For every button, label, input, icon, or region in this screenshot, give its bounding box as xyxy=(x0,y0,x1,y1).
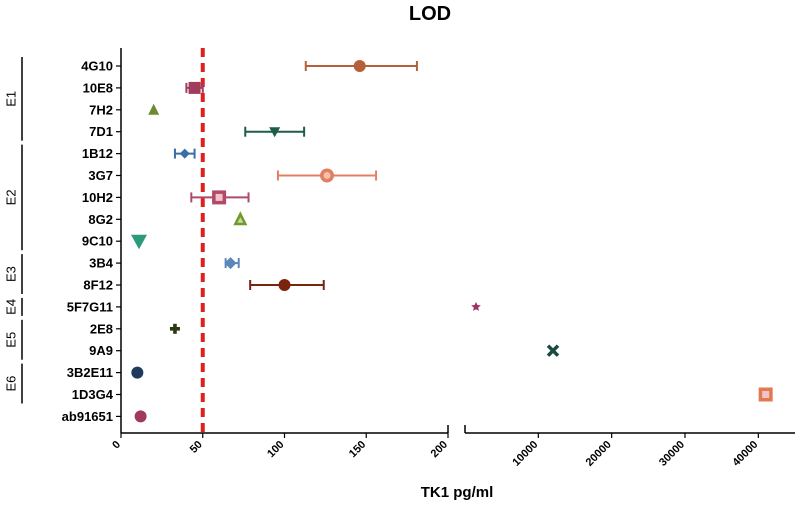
x-tick-label: 30000 xyxy=(657,439,687,469)
data-point-3G7 xyxy=(320,168,335,183)
category-label: 2E8 xyxy=(90,321,113,336)
category-label: 7H2 xyxy=(89,102,113,117)
group-label: E4 xyxy=(3,299,18,315)
x-tick-label: 20000 xyxy=(584,439,614,469)
group-label: E5 xyxy=(3,332,18,348)
data-point-7H2 xyxy=(148,103,160,115)
data-point-1D3G4 xyxy=(758,387,773,402)
data-point-10E8 xyxy=(188,81,201,94)
category-label: ab91651 xyxy=(62,409,113,424)
category-label: 3G7 xyxy=(88,168,113,183)
x-tick-label: 150 xyxy=(347,439,368,460)
data-point-4G10 xyxy=(353,60,366,72)
data-point-3B4 xyxy=(224,257,237,270)
x-tick-label: 100 xyxy=(265,439,286,460)
category-label: 9A9 xyxy=(89,343,113,358)
chart-title: LOD xyxy=(409,3,451,25)
category-label: 5F7G11 xyxy=(67,299,113,314)
data-point-7D1 xyxy=(269,127,281,138)
group-label: E2 xyxy=(3,189,18,205)
category-label: 10H2 xyxy=(82,190,113,205)
x-tick-label: 0 xyxy=(110,439,123,452)
x-tick-label: 200 xyxy=(429,439,450,460)
data-point-10H2 xyxy=(212,190,227,205)
data-point-8G2 xyxy=(233,211,248,226)
data-point-8F12 xyxy=(278,279,291,291)
x-tick-label: 40000 xyxy=(730,439,760,469)
group-label: E3 xyxy=(3,266,18,282)
data-point-3B2E11 xyxy=(131,366,144,379)
data-point-1B12 xyxy=(179,148,190,159)
category-label: 3B4 xyxy=(89,256,114,271)
data-point-5F7G11 xyxy=(471,301,481,311)
group-label: E6 xyxy=(3,376,18,392)
category-label: 8G2 xyxy=(88,212,113,227)
data-point-9C10 xyxy=(130,234,147,250)
x-axis-label: TK1 pg/ml xyxy=(421,484,494,501)
data-point-2E8 xyxy=(169,323,180,334)
category-label: 1B12 xyxy=(82,146,113,161)
category-label: 1D3G4 xyxy=(72,387,114,402)
data-point-9A9 xyxy=(546,344,560,357)
data-point-ab91651 xyxy=(134,410,147,423)
x-tick-label: 10000 xyxy=(510,439,540,469)
category-label: 10E8 xyxy=(83,80,113,95)
category-label: 3B2E11 xyxy=(67,365,113,380)
category-label: 9C10 xyxy=(82,234,113,249)
group-label: E1 xyxy=(3,91,18,107)
category-label: 8F12 xyxy=(83,278,113,293)
category-label: 4G10 xyxy=(81,59,113,74)
x-tick-label: 50 xyxy=(188,439,205,456)
category-label: 7D1 xyxy=(89,124,113,139)
